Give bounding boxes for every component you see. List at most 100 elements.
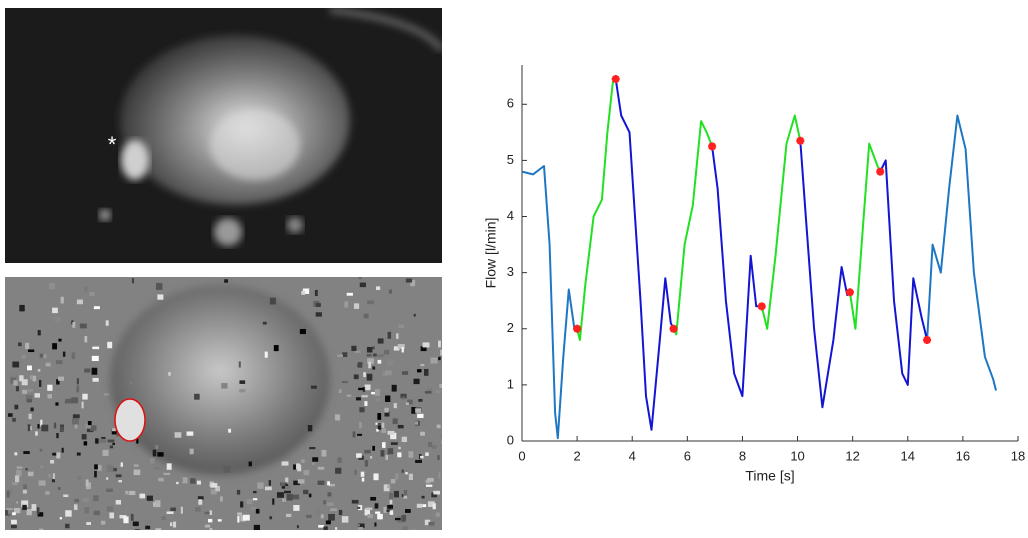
speckle — [377, 359, 382, 364]
speckle — [346, 394, 352, 397]
speckle — [368, 361, 372, 369]
y-tick-label: 6 — [507, 96, 514, 111]
speckle — [370, 456, 373, 459]
y-tick-label: 4 — [507, 208, 514, 223]
speckle — [420, 346, 427, 352]
speckle — [393, 403, 397, 409]
speckle — [257, 482, 264, 489]
x-tick-label: 16 — [956, 448, 970, 463]
speckle — [84, 286, 88, 292]
speckle — [25, 394, 33, 400]
speckle — [237, 512, 243, 516]
speckle — [383, 507, 387, 513]
speckle — [136, 438, 139, 444]
speckle — [265, 486, 272, 491]
x-tick-label: 2 — [573, 448, 580, 463]
speckle — [18, 342, 22, 347]
speckle — [424, 519, 431, 526]
speckle — [398, 446, 401, 450]
speckle — [346, 292, 353, 296]
speckle — [390, 432, 397, 440]
speckle — [89, 291, 95, 297]
speckle — [11, 482, 18, 486]
speckle — [384, 370, 392, 375]
marker — [573, 324, 582, 333]
speckle — [204, 511, 210, 515]
speckle — [372, 366, 376, 370]
speckle — [14, 452, 18, 456]
speckle — [15, 386, 20, 392]
speckle — [161, 516, 166, 520]
speckle — [26, 397, 33, 403]
speckle — [364, 401, 368, 406]
speckle — [84, 507, 90, 514]
speckle — [285, 485, 292, 489]
speckle — [371, 391, 375, 395]
speckle — [335, 527, 338, 530]
speckle — [194, 393, 200, 400]
speckle — [155, 528, 162, 530]
speckle — [427, 477, 434, 482]
speckle — [100, 520, 106, 525]
speckle — [401, 436, 408, 443]
speckle — [328, 483, 335, 487]
speckle — [93, 306, 100, 310]
x-axis-label: Time [s] — [745, 468, 794, 484]
speckle — [377, 425, 382, 430]
speckle — [327, 492, 332, 497]
speckle — [175, 477, 183, 482]
speckle — [333, 460, 339, 467]
speckle — [401, 514, 407, 522]
speckle — [384, 411, 390, 417]
speckle — [397, 344, 405, 349]
speckle — [22, 489, 27, 494]
speckle — [308, 493, 312, 498]
speckle — [309, 447, 316, 450]
speckle — [94, 464, 98, 470]
speckle — [82, 393, 88, 400]
speckle — [357, 433, 363, 436]
speckle — [6, 415, 9, 420]
speckle — [268, 480, 271, 486]
speckle — [284, 490, 291, 494]
speckle — [355, 350, 361, 353]
speckle — [22, 504, 27, 510]
speckle — [420, 455, 424, 459]
speckle — [139, 493, 146, 499]
speckle — [356, 524, 360, 527]
speckle — [373, 473, 379, 481]
speckle — [7, 413, 13, 417]
speckle — [109, 445, 114, 449]
speckle — [413, 313, 416, 317]
speckle — [82, 497, 89, 503]
speckle — [253, 490, 257, 494]
speckle — [353, 303, 360, 309]
marker — [708, 142, 717, 151]
speckle — [92, 378, 99, 382]
speckle — [21, 500, 29, 508]
speckle — [381, 422, 385, 429]
speckle — [361, 477, 365, 482]
speckle — [39, 353, 44, 358]
speckle — [92, 346, 100, 350]
speckle — [397, 424, 404, 429]
speckle — [6, 490, 10, 498]
speckle — [6, 507, 13, 511]
speckle — [103, 393, 109, 396]
phase-image — [5, 277, 442, 530]
speckle — [366, 354, 372, 357]
speckle — [197, 496, 204, 500]
speckle — [269, 297, 276, 305]
speckle — [196, 480, 201, 485]
speckle — [393, 490, 399, 498]
speckle — [383, 349, 390, 355]
speckle — [59, 426, 64, 432]
speckle — [13, 380, 18, 386]
speckle — [53, 422, 57, 429]
speckle — [79, 323, 87, 329]
speckle — [16, 469, 22, 477]
speckle — [285, 513, 292, 517]
speckle — [293, 505, 300, 511]
speckle — [400, 393, 407, 399]
speckle — [375, 398, 380, 401]
